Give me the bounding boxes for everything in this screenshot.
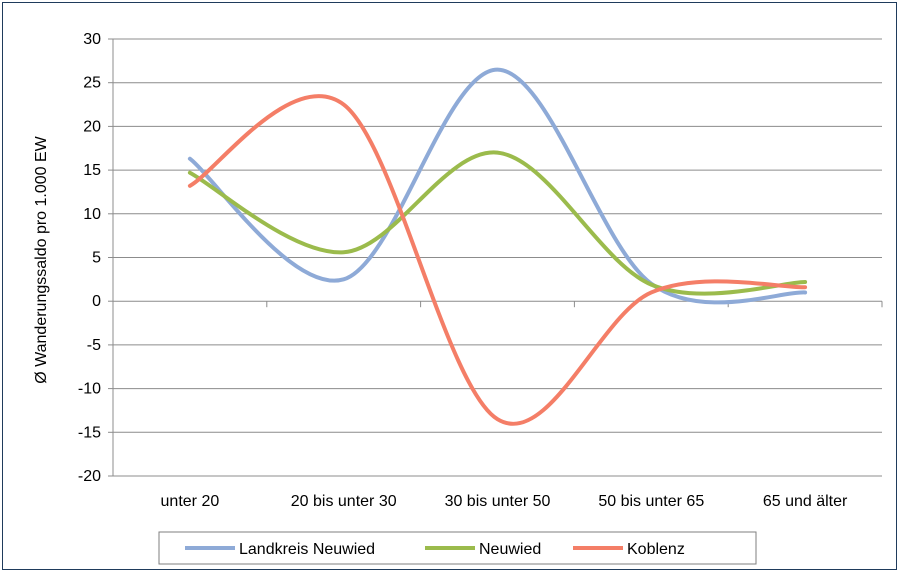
x-tick-label: 65 und älter xyxy=(763,493,848,510)
series-line-neuwied xyxy=(187,150,808,296)
x-tick-label: 20 bis unter 30 xyxy=(291,493,397,510)
y-tick-label: -10 xyxy=(78,381,101,398)
legend-label: Neuwied xyxy=(479,541,541,558)
legend-item: Neuwied xyxy=(425,541,541,558)
y-tick-label: 0 xyxy=(92,293,101,310)
y-tick-label: -15 xyxy=(78,424,101,441)
series-line-landkreis-neuwied xyxy=(187,67,808,305)
legend: Landkreis Neuwied Neuwied Koblenz xyxy=(158,531,757,565)
x-tick-label: unter 20 xyxy=(161,493,220,510)
legend-label: Landkreis Neuwied xyxy=(239,541,375,558)
gridlines xyxy=(113,38,882,477)
legend-item: Landkreis Neuwied xyxy=(185,541,375,558)
legend-item: Koblenz xyxy=(573,541,685,558)
y-tick-label: 15 xyxy=(83,162,101,179)
y-tick-label: 30 xyxy=(83,31,101,48)
y-tick-label: 20 xyxy=(83,118,101,135)
y-tick-label: 10 xyxy=(83,206,101,223)
series-lines xyxy=(187,67,808,426)
x-tick-label: 50 bis unter 65 xyxy=(598,493,704,510)
y-tick-label: 5 xyxy=(92,250,101,267)
x-axis-ticks: unter 20 20 bis unter 30 30 bis unter 50 50… xyxy=(161,493,848,510)
y-axis-title: Ø Wanderungssaldo pro 1.000 EW xyxy=(33,135,50,383)
x-tick-label: 30 bis unter 50 xyxy=(445,493,551,510)
y-tick-label: -5 xyxy=(87,337,101,354)
series-line-koblenz xyxy=(187,94,808,426)
legend-label: Koblenz xyxy=(627,541,685,558)
y-axis-ticks: 30 25 20 15 10 5 0 -5 -10 -15 -20 xyxy=(78,31,113,485)
y-tick-label: -20 xyxy=(78,468,101,485)
y-tick-label: 25 xyxy=(83,75,101,92)
